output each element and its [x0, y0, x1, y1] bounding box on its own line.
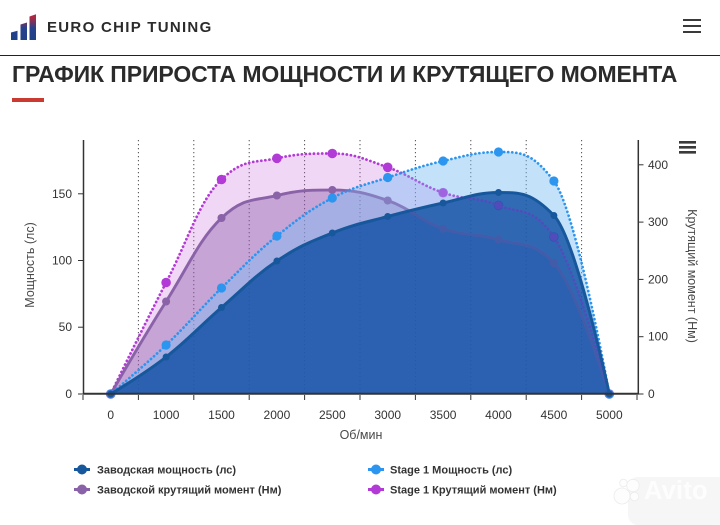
svg-text:Мощность (лс): Мощность (лс)	[23, 222, 37, 307]
svg-text:1000: 1000	[153, 408, 180, 422]
svg-text:150: 150	[52, 187, 72, 201]
svg-text:1500: 1500	[208, 408, 235, 422]
svg-text:200: 200	[648, 272, 668, 286]
svg-text:2500: 2500	[319, 408, 346, 422]
svg-text:Stage 1 Мощность (лс): Stage 1 Мощность (лс)	[390, 465, 513, 477]
svg-text:0: 0	[107, 408, 114, 422]
svg-text:4500: 4500	[541, 408, 568, 422]
svg-text:Stage 1 Крутящий момент (Нм): Stage 1 Крутящий момент (Нм)	[390, 485, 557, 497]
svg-text:Заводская мощность (лс): Заводская мощность (лс)	[97, 465, 236, 477]
svg-text:0: 0	[648, 387, 655, 401]
svg-text:3000: 3000	[374, 408, 401, 422]
svg-text:5000: 5000	[596, 408, 623, 422]
svg-text:100: 100	[52, 254, 72, 268]
svg-text:400: 400	[648, 158, 668, 172]
svg-text:Крутящий момент (Нм): Крутящий момент (Нм)	[685, 209, 699, 343]
svg-text:Об/мин: Об/мин	[340, 428, 383, 442]
svg-text:4000: 4000	[485, 408, 512, 422]
svg-text:300: 300	[648, 215, 668, 229]
svg-text:50: 50	[59, 320, 73, 334]
svg-text:2000: 2000	[264, 408, 291, 422]
svg-text:Заводской крутящий момент (Нм): Заводской крутящий момент (Нм)	[97, 485, 282, 497]
svg-text:3500: 3500	[430, 408, 457, 422]
svg-text:0: 0	[65, 387, 72, 401]
svg-text:100: 100	[648, 330, 668, 344]
